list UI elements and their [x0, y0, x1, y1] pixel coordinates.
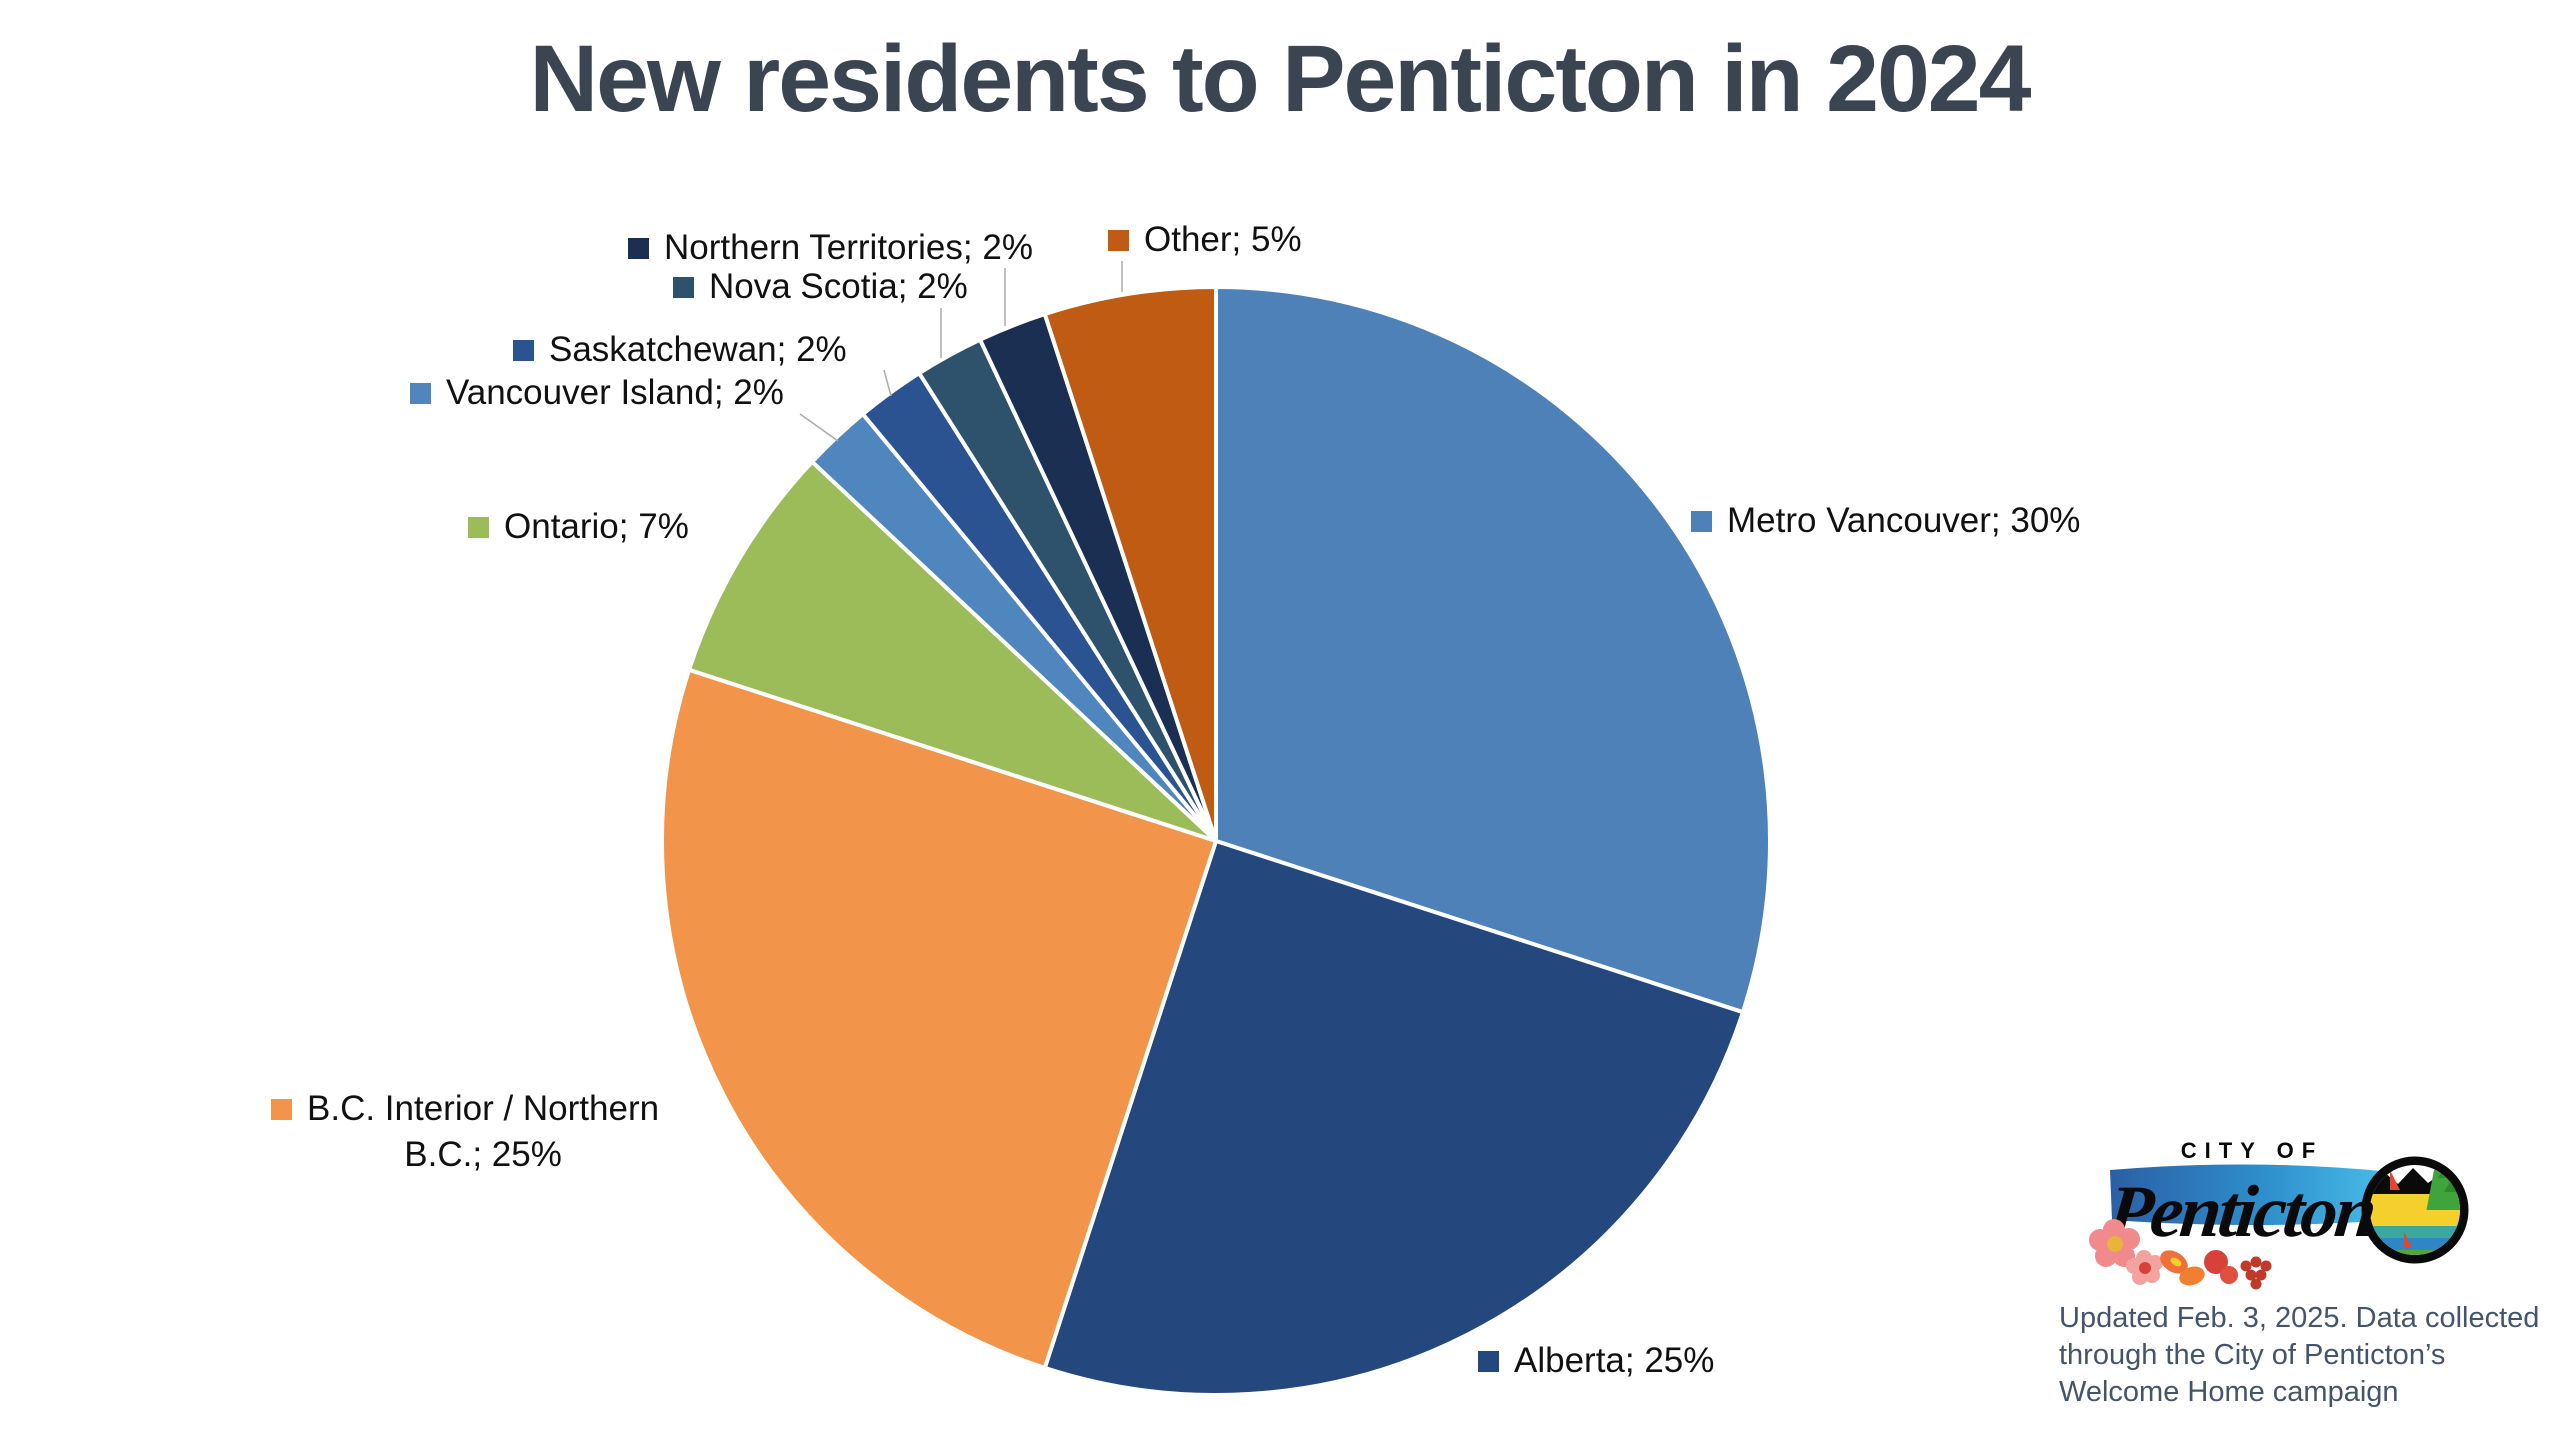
- data-label-text: Saskatchewan; 2%: [549, 330, 847, 369]
- data-label-text: Alberta; 25%: [1514, 1341, 1715, 1380]
- pie-slice-alberta: [1042, 839, 1745, 1398]
- legend-swatch-metro-vancouver: [1691, 511, 1712, 532]
- pie-slice-metro-vancouver: [1214, 285, 1773, 1015]
- legend-swatch-alberta: [1478, 1351, 1499, 1372]
- data-label-ontario: Ontario; 7%: [468, 504, 689, 550]
- logo-flowers-icon: [2089, 1219, 2272, 1290]
- data-label-text: Northern Territories; 2%: [664, 228, 1033, 267]
- legend-swatch-nova-scotia: [673, 277, 694, 298]
- penticton-logo: CITY OF Penticton: [2052, 1130, 2498, 1296]
- footer-line: Welcome Home campaign: [2059, 1376, 2399, 1408]
- data-label-metro-vancouver: Metro Vancouver; 30%: [1691, 498, 2080, 544]
- data-label-bc-interior-northern-bc: B.C. Interior / Northern B.C.; 25%: [271, 1086, 659, 1178]
- label-leader-line: [799, 413, 839, 442]
- footer-note: Updated Feb. 3, 2025. Data collected thr…: [2059, 1300, 2559, 1411]
- legend-swatch-northern-territories: [628, 238, 649, 259]
- data-label-text: Ontario; 7%: [504, 507, 689, 546]
- legend-swatch-vancouver-island: [410, 383, 431, 404]
- footer-line: Updated Feb. 3, 2025. Data collected: [2059, 1302, 2540, 1334]
- legend-swatch-saskatchewan: [513, 340, 534, 361]
- data-label-text: Other; 5%: [1144, 220, 1302, 259]
- data-label-text: Metro Vancouver; 30%: [1727, 501, 2081, 540]
- data-label-saskatchewan: Saskatchewan; 2%: [513, 327, 847, 373]
- legend-swatch-bc-interior-northern-bc: [271, 1099, 292, 1120]
- label-leader-line: [883, 369, 892, 397]
- pie-slice-bc-interior-northern-bc: [659, 667, 1218, 1370]
- data-label-alberta: Alberta; 25%: [1478, 1338, 1714, 1384]
- logo-banner: [2110, 1164, 2393, 1225]
- logo-penticton-script: Penticton: [2103, 1171, 2377, 1253]
- chart-title: New residents to Penticton in 2024: [529, 26, 2032, 132]
- data-label-text: Vancouver Island; 2%: [446, 373, 784, 412]
- data-label-nova-scotia: Nova Scotia; 2%: [673, 264, 968, 310]
- pie-slice-ontario: [687, 459, 1218, 843]
- data-label-northern-territories: Northern Territories; 2%: [628, 225, 1033, 271]
- logo-city-of-text: CITY OF: [2181, 1138, 2323, 1163]
- legend-swatch-other: [1108, 230, 1129, 251]
- data-label-vancouver-island: Vancouver Island; 2%: [410, 370, 784, 416]
- pie-slice-other: [1042, 285, 1218, 843]
- legend-swatch-ontario: [468, 517, 489, 538]
- data-label-other: Other; 5%: [1108, 217, 1302, 263]
- footer-line: through the City of Penticton’s: [2059, 1339, 2446, 1371]
- data-label-text: Nova Scotia; 2%: [709, 267, 968, 306]
- data-label-text: B.C. Interior / Northern B.C.; 25%: [307, 1089, 660, 1174]
- logo-lake-scene-icon: [2361, 1156, 2469, 1264]
